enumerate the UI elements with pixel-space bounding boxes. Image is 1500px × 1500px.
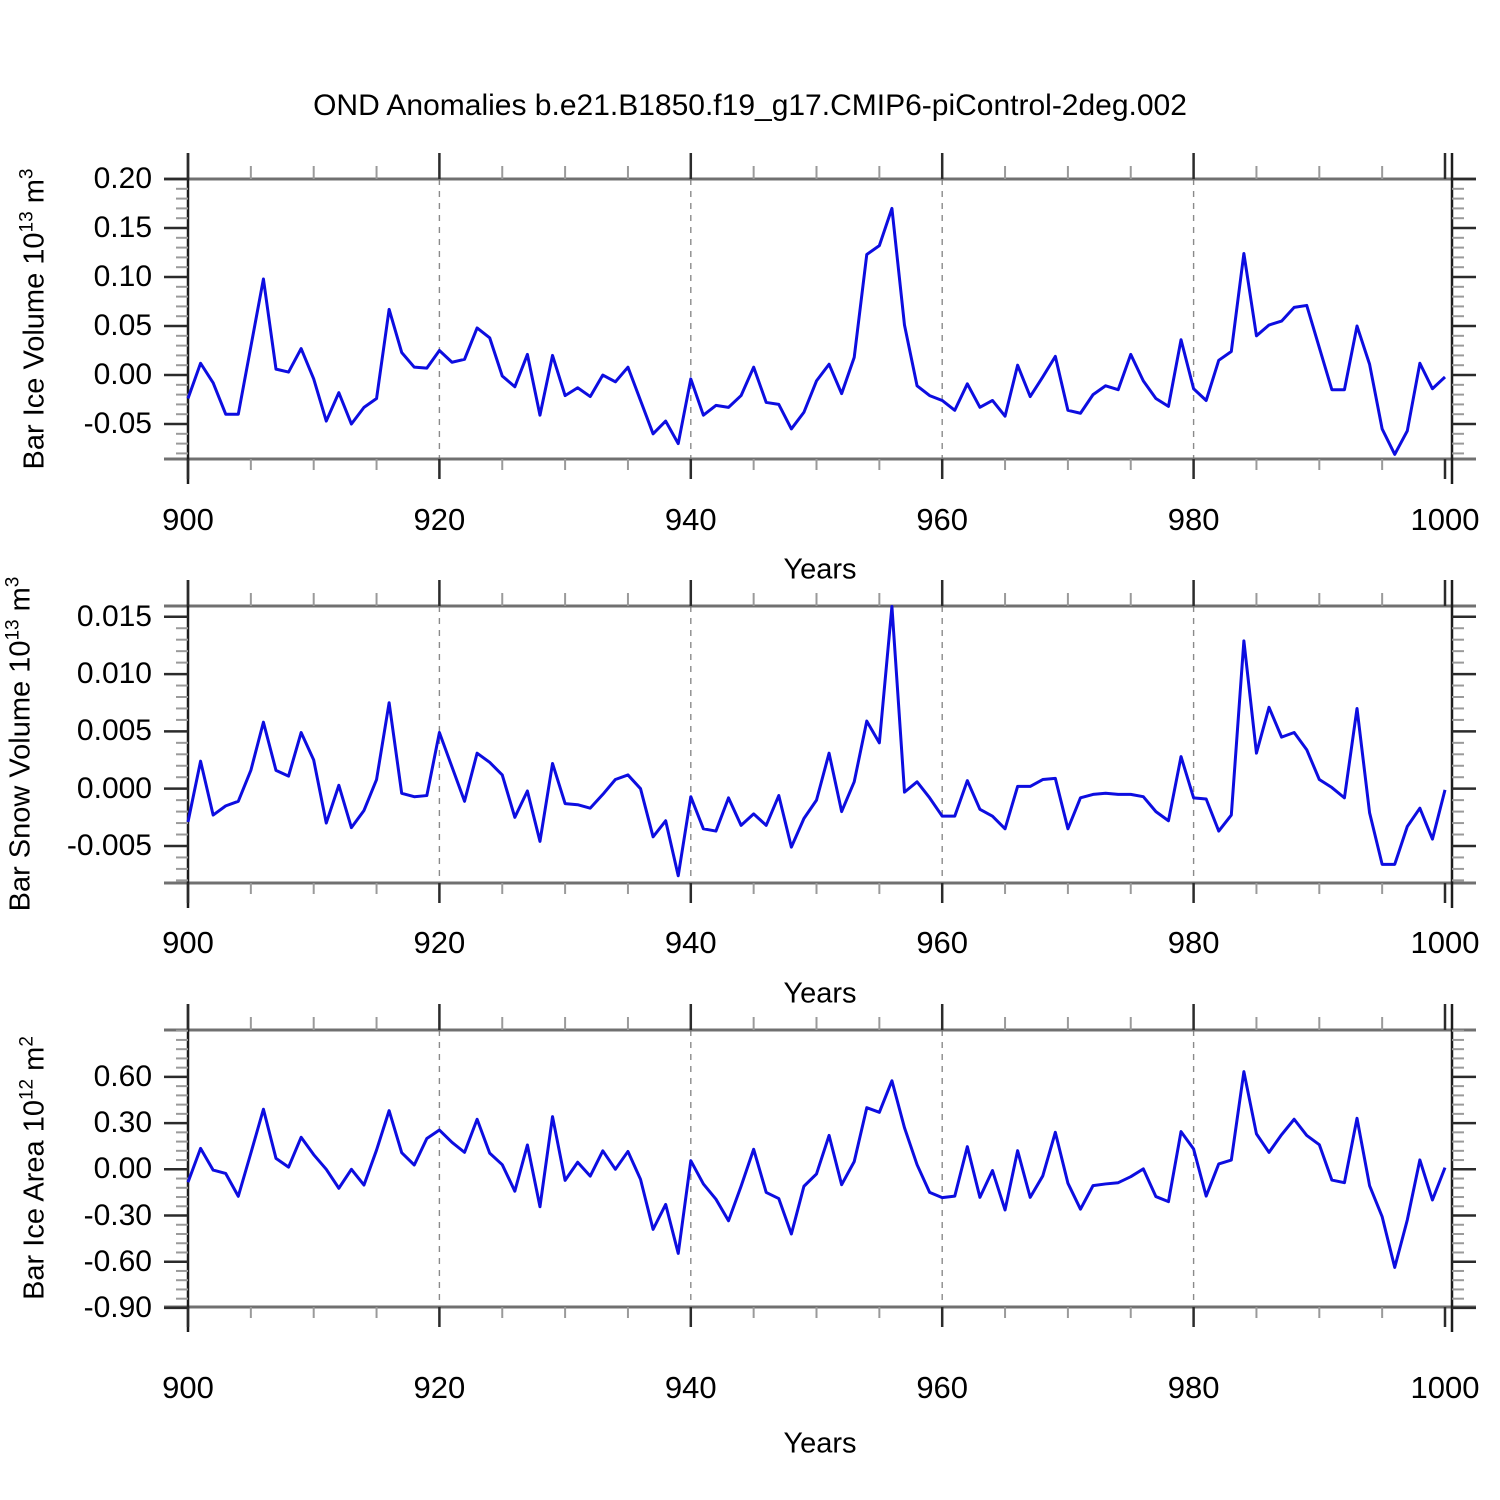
chart-title: OND Anomalies b.e21.B1850.f19_g17.CMIP6-… [313,89,1187,122]
y-tick-label: 0.010 [76,657,152,691]
x-tick-label: 900 [162,502,214,537]
y-tick-label: 0.30 [93,1106,152,1140]
y-axis-title-unit: m [18,179,51,212]
x-tick-label: 1000 [1410,502,1480,537]
y-tick-label: 0.05 [93,309,152,342]
y-tick-label: -0.30 [83,1198,152,1232]
x-tick-label: 1000 [1410,1370,1480,1405]
x-tick-label: 960 [916,1370,969,1405]
y-axis-title-unit: m [18,1046,51,1079]
x-axis-title-panel-1: Years [783,553,857,586]
y-axis-title-unit-exponent: 3 [2,576,24,588]
y-axis-title-text: Bar Ice Area 10 [18,1100,51,1300]
y-tick-label: 0.00 [93,1152,152,1186]
x-tick-label: 980 [1167,925,1220,960]
y-axis-title-ice-volume: Bar Ice Volume 1013 m3 [17,169,52,470]
y-tick-label: -0.60 [83,1244,152,1278]
y-axis-title-text: Bar Snow Volume 10 [4,640,37,912]
y-axis-title-exponent: 13 [16,211,38,233]
y-axis-title-unit: m [4,587,37,620]
x-tick-label: 960 [916,925,969,960]
y-axis-title-exponent: 12 [16,1078,38,1101]
y-tick-label: -0.005 [66,828,152,862]
y-tick-label: 0.000 [76,771,152,805]
x-tick-label: 900 [162,1370,214,1405]
x-tick-label: 920 [413,1370,466,1405]
y-tick-label: 0.005 [76,714,152,748]
y-tick-label: 0.10 [93,260,152,293]
data-series-line [186,604,1447,878]
y-axis-title-snow-volume: Bar Snow Volume 1013 m3 [3,577,38,912]
x-tick-label: 940 [664,925,717,960]
y-tick-label: 0.015 [76,599,152,633]
y-tick-label: 0.60 [93,1059,152,1093]
x-tick-label: 940 [664,1370,717,1405]
y-tick-label: 0.15 [93,211,152,244]
y-axis-title-exponent: 13 [2,619,24,641]
data-series-line [186,1070,1447,1269]
y-tick-label: 0.00 [93,358,152,391]
x-tick-label: 960 [916,502,969,537]
x-tick-label: 920 [413,502,466,537]
y-axis-title-unit-exponent: 2 [16,1036,38,1047]
x-tick-label: 980 [1167,502,1220,537]
data-series-line [186,206,1447,456]
x-tick-label: 1000 [1410,925,1480,960]
y-axis-title-unit-exponent: 3 [16,168,38,180]
y-axis-title-ice-area: Bar Ice Area 1012 m2 [17,1036,52,1300]
x-axis-title-panel-2: Years [783,977,857,1010]
x-tick-label: 940 [664,502,717,537]
x-tick-label: 900 [162,925,214,960]
y-tick-label: -0.90 [83,1290,152,1324]
x-tick-label: 980 [1167,1370,1220,1405]
y-tick-label: 0.20 [93,162,152,195]
x-tick-label: 920 [413,925,466,960]
y-axis-title-text: Bar Ice Volume 10 [18,232,51,470]
y-tick-label: -0.05 [83,407,152,440]
x-axis-title-panel-3: Years [783,1427,857,1460]
